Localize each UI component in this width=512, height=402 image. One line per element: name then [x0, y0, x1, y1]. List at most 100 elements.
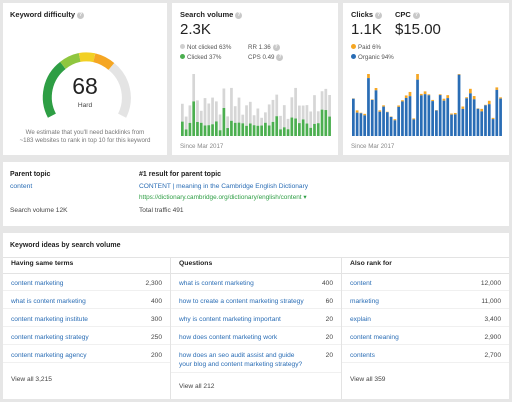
help-icon[interactable]: ?: [272, 44, 280, 51]
list-item: what is content marketing 400: [171, 277, 341, 291]
chart-bar-bottom: [184, 129, 188, 136]
sv-title-label: Search volume: [180, 10, 234, 19]
keyword-link-line: your blog and content marketing strategy…: [179, 361, 303, 368]
view-all-link[interactable]: View all 3,215: [11, 376, 52, 383]
also-rank-header: Also rank for: [350, 260, 392, 267]
help-icon[interactable]: ?: [375, 12, 383, 19]
keyword-volume: 20: [325, 316, 333, 323]
chart-bar-top: [203, 98, 207, 126]
chart-bar-top: [252, 115, 256, 126]
chart-bar-bottom: [385, 112, 389, 136]
chart-bar-bottom: [316, 123, 320, 136]
help-icon[interactable]: ?: [235, 12, 243, 19]
chart-bar-bottom: [324, 110, 328, 136]
organic-label: Organic 94%: [358, 54, 394, 61]
parent-topic-link[interactable]: content: [10, 183, 33, 190]
chart-bar-bottom: [290, 117, 294, 136]
chart-bar-top: [367, 74, 370, 79]
rr-label: RR 1.36: [248, 44, 271, 51]
view-all-link[interactable]: View all 212: [179, 383, 215, 390]
chart-bar-bottom: [397, 106, 401, 136]
keyword-link[interactable]: how does an seo audit assist and guide yo…: [179, 351, 302, 369]
chart-bar-top: [192, 74, 196, 102]
chart-bar-bottom: [233, 122, 237, 136]
chart-bar-bottom: [401, 101, 404, 136]
organic-dot-icon: [351, 54, 356, 59]
keyword-link[interactable]: content meaning: [350, 334, 399, 341]
keyword-volume: 250: [150, 334, 162, 341]
help-icon[interactable]: ?: [276, 54, 284, 61]
list-item: explain 3,400: [342, 313, 509, 327]
chart-bar-top: [286, 118, 290, 130]
chart-bar-top: [491, 117, 495, 120]
chart-bar-top: [316, 111, 320, 124]
chart-bar-top: [495, 87, 499, 90]
keyword-link[interactable]: content marketing institute: [11, 316, 88, 323]
chart-bar-top: [271, 99, 275, 122]
chart-bar-bottom: [248, 123, 252, 136]
chart-bar-top: [207, 103, 211, 126]
chart-bar-top: [363, 113, 367, 116]
chart-bar-top: [438, 94, 442, 96]
chart-bar-bottom: [245, 125, 248, 136]
keyword-link[interactable]: marketing: [350, 298, 379, 305]
search-volume-card: Search volume? 2.3K Not clicked 63% Clic…: [172, 3, 338, 155]
keyword-link[interactable]: what is content marketing: [179, 280, 254, 287]
parent-topic-title: Parent topic: [10, 171, 51, 178]
help-icon[interactable]: ?: [412, 12, 420, 19]
view-all-link[interactable]: View all 359: [350, 376, 386, 383]
chart-bar-top: [374, 88, 378, 91]
parent-topic-volume: Search volume 12K: [10, 207, 68, 214]
chart-bar-top: [298, 105, 301, 124]
chart-bar-bottom: [408, 96, 412, 136]
cpc-title: CPC?: [395, 10, 420, 19]
chart-bar-top: [431, 99, 434, 102]
keyword-volume: 12,000: [480, 280, 501, 287]
chart-bar-top: [181, 103, 184, 122]
keyword-link[interactable]: how does content marketing work: [179, 334, 278, 341]
keyword-link[interactable]: explain: [350, 316, 371, 323]
chart-bar-top: [487, 100, 491, 105]
top-result-link[interactable]: CONTENT | meaning in the Cambridge Engli…: [139, 183, 309, 190]
chart-bar-top: [450, 113, 453, 115]
chart-bar-bottom: [435, 110, 438, 136]
chart-bar-bottom: [476, 108, 480, 136]
chart-bar-top: [324, 88, 328, 111]
chart-bar-bottom: [382, 106, 385, 136]
keyword-ideas-title: Keyword ideas by search volume: [10, 242, 121, 249]
keyword-link[interactable]: content: [350, 280, 372, 287]
chart-bar-bottom: [423, 94, 427, 136]
chart-bar-top: [393, 119, 397, 121]
keyword-link[interactable]: content marketing agency: [11, 352, 87, 359]
help-icon[interactable]: ?: [77, 12, 85, 19]
chart-bar-top: [256, 108, 260, 126]
chart-bar-bottom: [359, 113, 363, 136]
keyword-volume: 11,000: [481, 298, 501, 305]
keyword-volume: 400: [150, 298, 162, 305]
keyword-link[interactable]: content marketing strategy: [11, 334, 89, 341]
search-volume-title: Search volume?: [180, 10, 243, 19]
top-result-url[interactable]: https://dictionary.cambridge.org/diction…: [139, 194, 307, 201]
kd-title-label: Keyword difficulty: [10, 10, 76, 19]
clicked-dot-icon: [180, 54, 185, 59]
chart-bar-top: [378, 110, 382, 112]
chart-bar-bottom: [370, 99, 374, 136]
keyword-link[interactable]: content marketing: [11, 280, 64, 287]
chart-bar-bottom: [352, 98, 355, 136]
chart-bar-bottom: [393, 120, 397, 136]
paid-dot-icon: [351, 44, 356, 49]
keyword-volume: 200: [150, 352, 162, 359]
parent-topic-card: Parent topic content Search volume 12K #…: [3, 162, 509, 226]
clicks-legend-paid: Paid 6%: [351, 44, 381, 51]
keyword-link[interactable]: how to create a content marketing strate…: [179, 298, 304, 305]
chart-bar-top: [241, 114, 245, 124]
chart-bar-top: [188, 105, 192, 123]
not-clicked-label: Not clicked 63%: [187, 44, 232, 51]
chart-bar-top: [218, 114, 222, 131]
clicks-title: Clicks?: [351, 10, 383, 19]
keyword-link[interactable]: why is content marketing important: [179, 316, 281, 323]
keyword-link[interactable]: what is content marketing: [11, 298, 86, 305]
keyword-link[interactable]: contents: [350, 352, 375, 359]
chart-bar-top: [199, 110, 203, 123]
chart-bar-top: [233, 106, 237, 123]
